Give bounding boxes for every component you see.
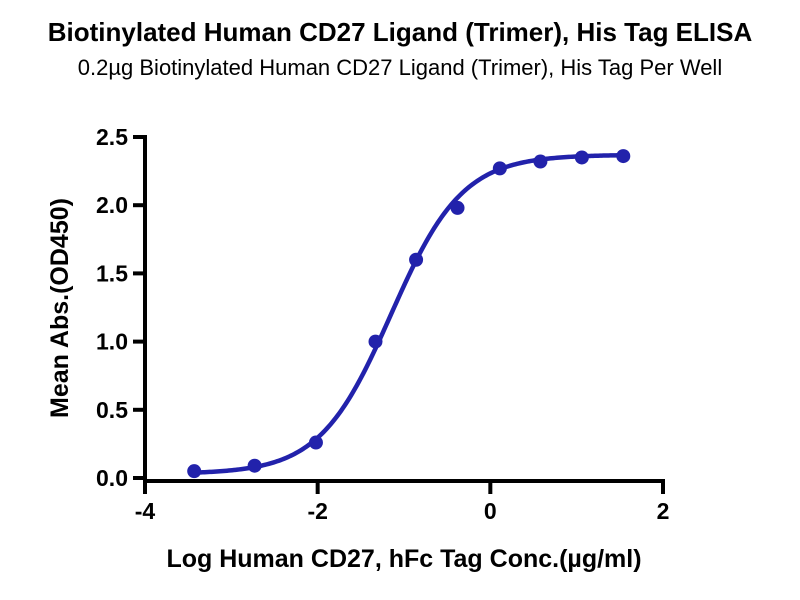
x-tick-label: 2 (657, 498, 670, 524)
y-tick-label: 1.0 (96, 329, 128, 355)
data-point (187, 464, 202, 479)
fit-curve (191, 152, 625, 475)
x-tick-label: -2 (307, 498, 327, 524)
y-tick-label: 0.0 (96, 465, 128, 491)
page-title: Biotinylated Human CD27 Ligand (Trimer),… (47, 17, 753, 47)
data-point (616, 149, 631, 164)
y-tick-label: 2.0 (96, 192, 128, 218)
page-subtitle: 0.2µg Biotinylated Human CD27 Ligand (Tr… (77, 55, 723, 80)
data-point (450, 200, 465, 215)
data-point (409, 252, 424, 267)
y-tick-label: 2.5 (96, 124, 128, 150)
data-point (492, 161, 507, 176)
y-tick-label: 1.5 (96, 260, 128, 286)
x-tick-label: -4 (135, 498, 156, 524)
y-axis-label: Mean Abs.(OD450) (46, 198, 74, 418)
data-point (368, 334, 383, 349)
data-point (247, 458, 262, 473)
data-point (533, 154, 548, 169)
y-tick-label: 0.5 (96, 397, 128, 423)
x-tick-label: 0 (484, 498, 497, 524)
x-axis-label: Log Human CD27, hFc Tag Conc.(µg/ml) (166, 545, 641, 573)
data-point (574, 150, 589, 165)
data-point (308, 435, 323, 450)
